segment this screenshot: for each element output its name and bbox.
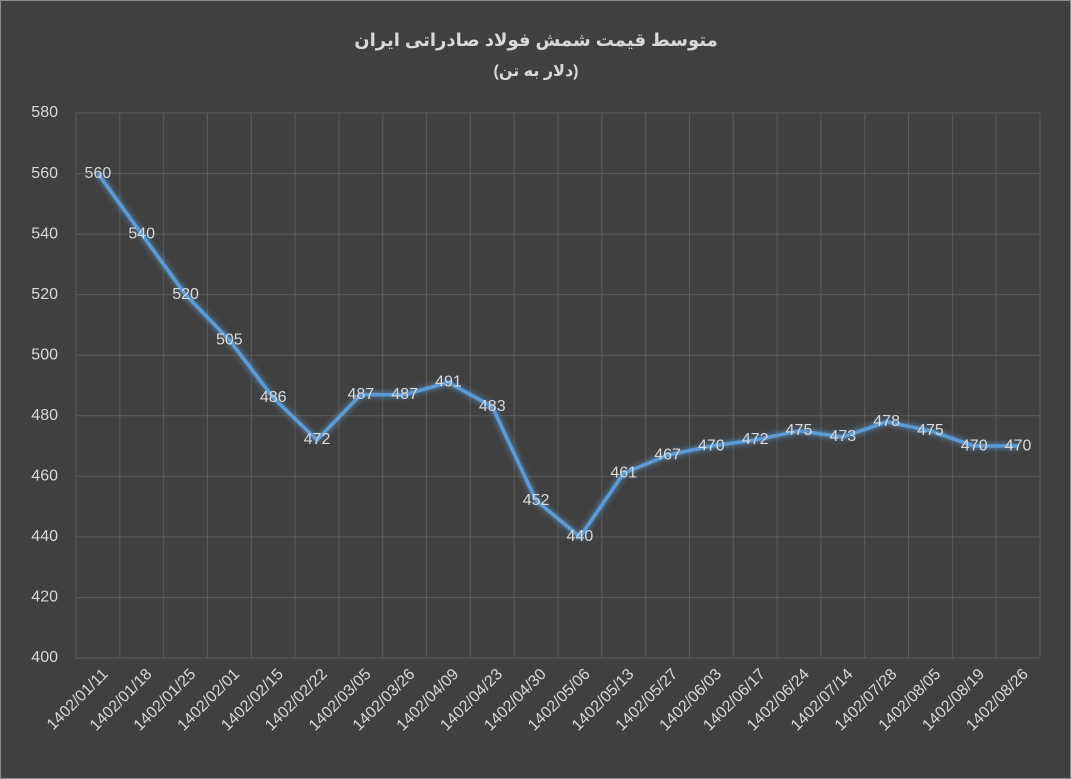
y-tick-label: 400: [31, 649, 58, 666]
data-label: 491: [435, 374, 462, 391]
data-label: 470: [698, 437, 725, 454]
data-label: 487: [391, 386, 418, 403]
data-label: 440: [567, 528, 594, 545]
y-tick-label: 520: [31, 286, 58, 303]
data-label: 560: [85, 165, 112, 182]
y-tick-label: 460: [31, 468, 58, 485]
y-tick-label: 560: [31, 165, 58, 182]
data-label: 472: [742, 431, 769, 448]
data-label: 467: [654, 446, 681, 463]
y-tick-label: 440: [31, 528, 58, 545]
data-label: 478: [873, 413, 900, 430]
chart-title: متوسط قیمت شمش فولاد صادراتی ایران: [354, 30, 718, 51]
data-label: 472: [304, 431, 331, 448]
grid: [75, 112, 1041, 659]
data-label: 487: [347, 386, 374, 403]
data-label: 470: [961, 437, 988, 454]
y-tick-label: 420: [31, 589, 58, 606]
data-label: 486: [260, 389, 287, 406]
data-label: 540: [128, 225, 155, 242]
y-tick-label: 500: [31, 346, 58, 363]
y-tick-label: 580: [31, 104, 58, 121]
data-label: 473: [829, 428, 856, 445]
line: [96, 172, 1019, 539]
data-label: 470: [1005, 437, 1032, 454]
data-label: 452: [523, 492, 550, 509]
data-label: 505: [216, 331, 243, 348]
y-tick-label: 480: [31, 407, 58, 424]
data-label: 475: [786, 422, 813, 439]
data-label: 520: [172, 286, 199, 303]
data-label: 483: [479, 398, 506, 415]
chart-subtitle: (دلار به تن): [494, 63, 579, 80]
data-label: 461: [610, 465, 637, 482]
data-label: 475: [917, 422, 944, 439]
y-tick-label: 540: [31, 225, 58, 242]
